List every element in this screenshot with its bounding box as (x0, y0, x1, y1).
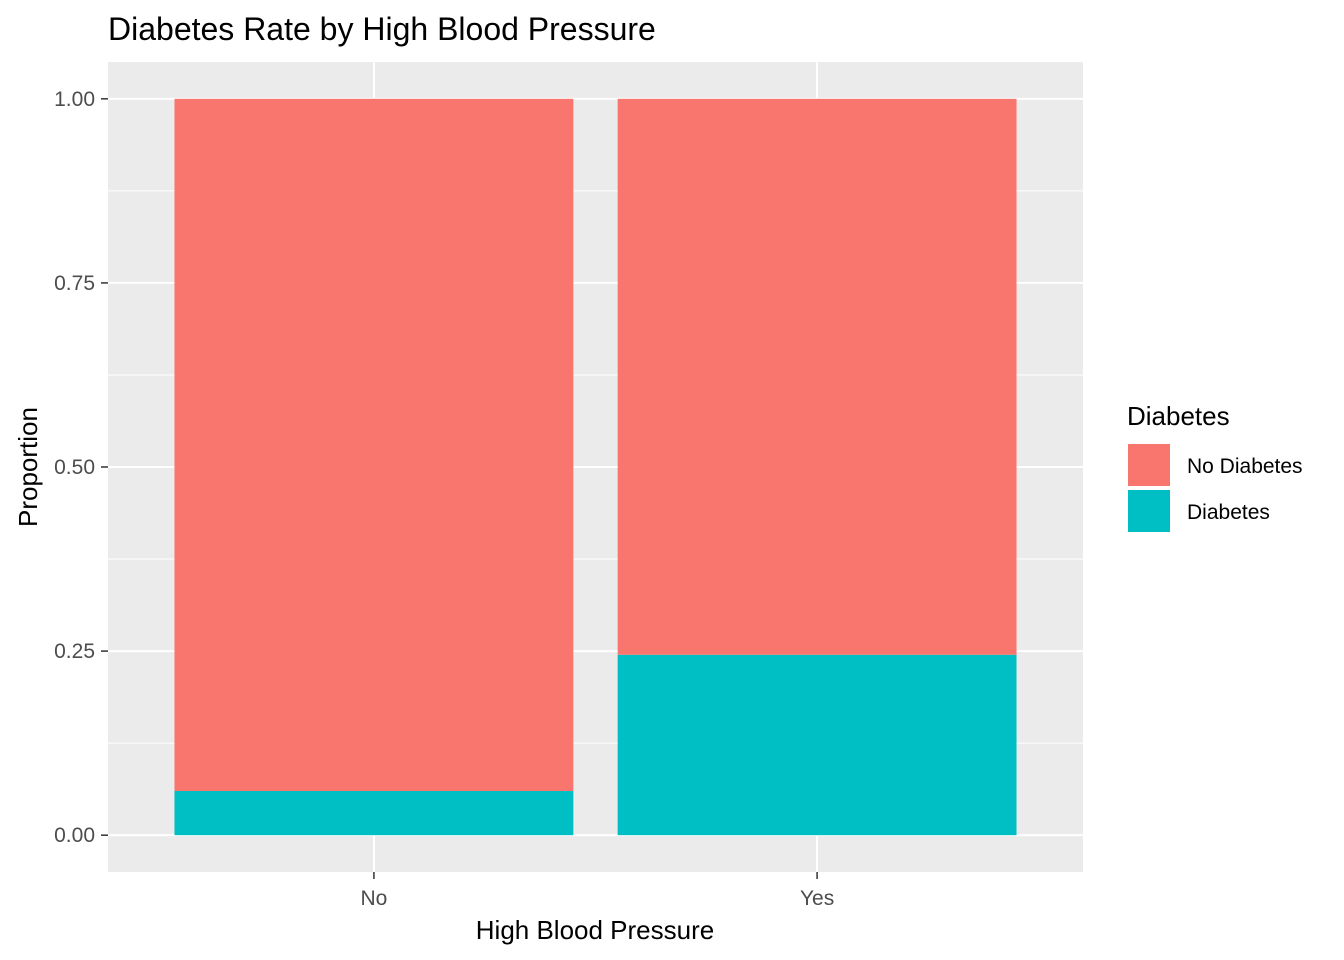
chart-title: Diabetes Rate by High Blood Pressure (108, 11, 656, 47)
bar-diabetes-no (174, 791, 574, 836)
y-tick-label: 1.00 (54, 88, 95, 111)
legend-label: No Diabetes (1187, 455, 1303, 478)
x-tick-label: No (360, 887, 387, 910)
y-axis-title: Proportion (13, 407, 43, 527)
bar-no-diabetes-yes (617, 98, 1017, 655)
y-tick-label: 0.00 (54, 824, 95, 847)
y-tick-label: 0.50 (54, 456, 95, 479)
x-axis-title: High Blood Pressure (476, 915, 714, 945)
x-axis: No Yes (360, 872, 834, 910)
legend-key-diabetes (1126, 488, 1172, 534)
bar-diabetes-yes (617, 654, 1017, 836)
bar-no-diabetes-no (174, 98, 574, 792)
y-tick-label: 0.75 (54, 272, 95, 295)
legend-label: Diabetes (1187, 501, 1270, 524)
legend-title: Diabetes (1127, 401, 1230, 431)
x-tick-label: Yes (800, 887, 834, 910)
y-tick-label: 0.25 (54, 640, 95, 663)
bars (174, 98, 1017, 836)
y-axis: 0.00 0.25 0.50 0.75 1.00 (54, 88, 108, 847)
legend-key-no-diabetes (1126, 442, 1172, 488)
legend: Diabetes No Diabetes Diabetes (1126, 401, 1303, 534)
